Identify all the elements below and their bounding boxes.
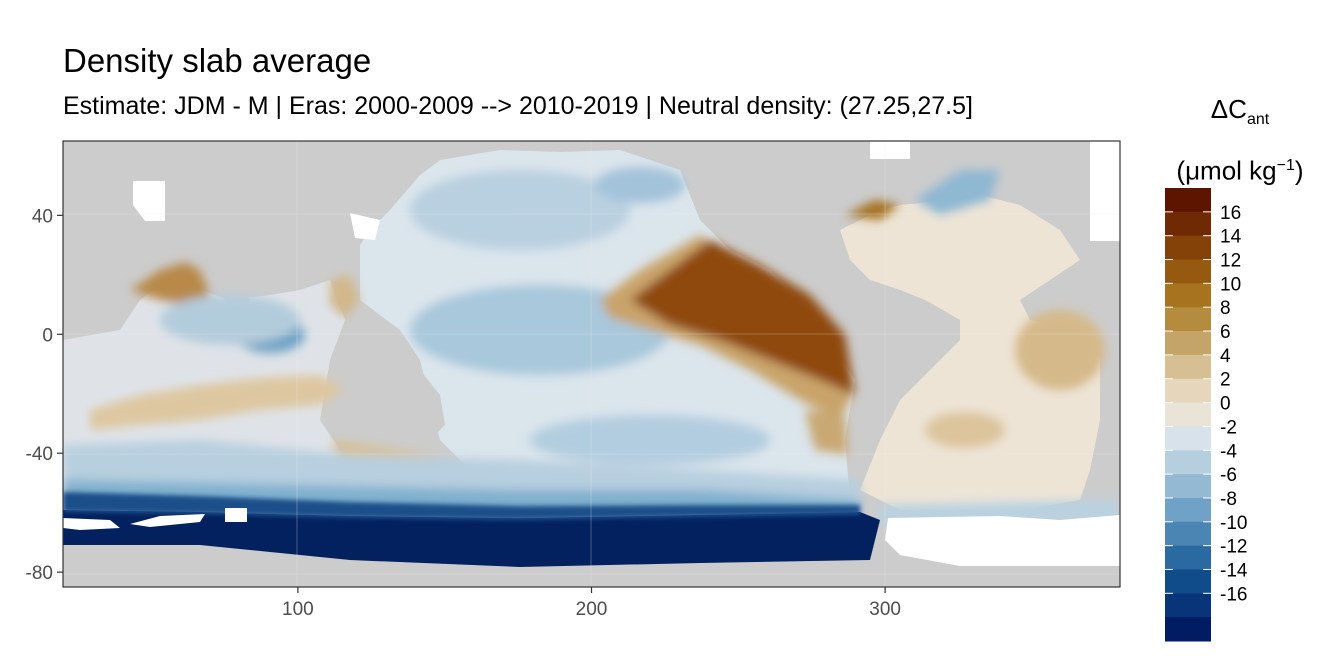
y-tick-label: 40: [32, 206, 53, 227]
legend-swatch: [1165, 307, 1211, 332]
patch-kuroshio-blue: [595, 167, 685, 203]
patch-south-pacific-blue: [530, 415, 770, 465]
patch-arabian-sea: [130, 262, 210, 305]
ice-patch: [1090, 141, 1120, 241]
patch-gulfstream-warm: [845, 200, 900, 220]
legend-swatch: [1165, 545, 1211, 570]
legend-swatch: [1165, 450, 1211, 475]
legend-title-sub: ant: [1246, 111, 1270, 129]
legend-swatch: [1165, 521, 1211, 547]
legend-swatch: [1165, 188, 1211, 213]
patch-southern-deepblue: [63, 492, 860, 520]
legend-label: 4: [1220, 346, 1231, 367]
legend-swatch: [1165, 402, 1211, 427]
land-americas: [690, 141, 1110, 490]
x-axis: 100 200 300: [282, 587, 901, 620]
legend-label: 8: [1220, 298, 1231, 319]
land-island: [395, 440, 417, 452]
patch-brazil-warm-outer: [1015, 310, 1105, 390]
legend-label: 2: [1220, 370, 1231, 391]
legend-swatch: [1165, 569, 1211, 594]
grid: [63, 141, 1120, 587]
legend-label: -4: [1220, 441, 1237, 462]
legend-unit-prefix: (μmol kg: [1176, 155, 1277, 186]
legend-swatch: [1165, 474, 1211, 499]
ice-patch: [870, 141, 910, 159]
legend-label: 6: [1220, 322, 1231, 343]
patch-chile-warm: [805, 410, 848, 455]
legend-label: 0: [1220, 394, 1231, 415]
legend-title-main: ΔC: [1210, 94, 1247, 124]
x-tick-label: 300: [869, 599, 901, 620]
ice-patch: [885, 515, 1120, 566]
legend-label: -6: [1220, 465, 1237, 486]
x-tick-label: 200: [576, 599, 608, 620]
y-tick-label: -40: [26, 444, 53, 465]
legend-unit-suffix: ): [1294, 155, 1304, 186]
legend-swatch: [1165, 593, 1211, 618]
legend-title: ΔCant (μmol kg−1): [1155, 86, 1325, 194]
legend-label: -10: [1220, 513, 1247, 534]
legend-swatch: [1165, 497, 1211, 523]
land-australia: [340, 365, 445, 440]
atlantic-ocean: [840, 195, 1100, 510]
legend-swatch: [1165, 354, 1211, 380]
legend-label: 14: [1220, 227, 1242, 248]
legend-swatch: [1165, 211, 1211, 237]
patch-north-pacific-blue: [410, 170, 630, 250]
ice-patch: [350, 213, 380, 240]
legend-swatch: [1165, 331, 1211, 356]
ice-patch: [130, 514, 205, 527]
legend-swatch: [1165, 283, 1211, 308]
ice-patches: [63, 141, 1120, 566]
legend-swatch: [1165, 426, 1211, 451]
legend-swatch: [1165, 235, 1211, 261]
legend-unit-sup: −1: [1276, 157, 1295, 175]
legend-label: -8: [1220, 489, 1237, 510]
patch-east-pacific-warm-inner: [630, 240, 855, 395]
patch-southern-navy: [63, 510, 880, 567]
land-eurasia: [150, 141, 430, 275]
map-title: Density slab average: [63, 42, 372, 79]
legend-swatch: [1165, 259, 1211, 284]
legend-label: 16: [1220, 203, 1241, 224]
patch-south-atlantic-warm: [925, 412, 1005, 448]
legend-label: -2: [1220, 417, 1237, 438]
legend-label: -14: [1220, 560, 1248, 581]
patch-labrador-lightblue: [915, 170, 1000, 215]
legend-label: -12: [1220, 537, 1247, 558]
patch-bay-bengal: [330, 275, 360, 318]
x-tick-label: 100: [282, 599, 314, 620]
ice-patch: [133, 181, 165, 221]
patch-indian-warm-band: [90, 375, 345, 430]
legend-label: 12: [1220, 251, 1241, 272]
legend-label: 10: [1220, 274, 1241, 295]
legend-swatch: [1165, 378, 1211, 404]
ice-patch: [63, 518, 120, 530]
legend-label: -16: [1220, 584, 1247, 605]
patch-indian-lightblue: [160, 295, 300, 345]
map-subtitle: Estimate: JDM - M | Eras: 2000-2009 --> …: [63, 92, 973, 120]
y-tick-label: -80: [26, 563, 53, 584]
y-tick-label: 0: [42, 325, 53, 346]
map-panel: [63, 141, 1120, 587]
legend-swatch: [1165, 617, 1211, 642]
ice-patch: [225, 508, 247, 522]
y-axis: 40 0 -40 -80: [26, 206, 63, 584]
